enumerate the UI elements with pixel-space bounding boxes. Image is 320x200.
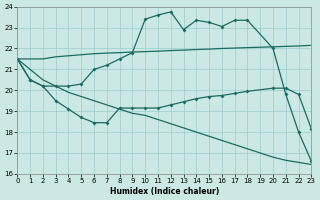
X-axis label: Humidex (Indice chaleur): Humidex (Indice chaleur)	[110, 187, 219, 196]
